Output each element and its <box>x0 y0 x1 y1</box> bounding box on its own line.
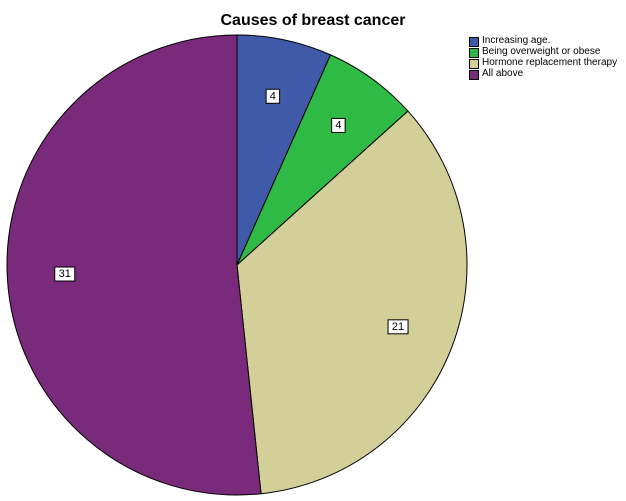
data-label-0: 4 <box>265 88 281 104</box>
legend-item-1: Being overweight or obese <box>469 47 625 58</box>
legend-swatch <box>469 70 479 80</box>
data-label-2: 21 <box>387 319 409 335</box>
data-label-text-0: 4 <box>270 90 276 102</box>
pie-slice-2 <box>236 110 468 495</box>
data-label-1: 4 <box>331 117 346 133</box>
chart-title: Causes of breast cancer <box>220 12 406 29</box>
legend-item-2: Hormone replacement therapy <box>469 58 625 69</box>
legend-swatch <box>469 48 479 58</box>
data-label-text-1: 4 <box>335 119 341 131</box>
data-label-3: 31 <box>54 266 76 282</box>
data-label-text-2: 21 <box>392 321 404 333</box>
legend-swatch <box>469 59 479 69</box>
legend-item-0: Increasing age. <box>469 36 625 47</box>
pie-slice-3 <box>6 34 262 496</box>
legend-item-3: All above <box>469 69 625 80</box>
legend-label: All above <box>482 68 524 79</box>
pie-data-labels: 4 4 21 31 <box>54 88 409 335</box>
legend-swatch <box>469 37 479 47</box>
legend-label: Increasing age. <box>482 35 551 46</box>
pie-slices <box>6 34 468 496</box>
data-label-text-3: 31 <box>59 268 71 280</box>
legend: Increasing age. Being overweight or obese… <box>469 36 625 80</box>
legend-label: Being overweight or obese <box>482 46 601 57</box>
legend-label: Hormone replacement therapy <box>482 57 618 68</box>
